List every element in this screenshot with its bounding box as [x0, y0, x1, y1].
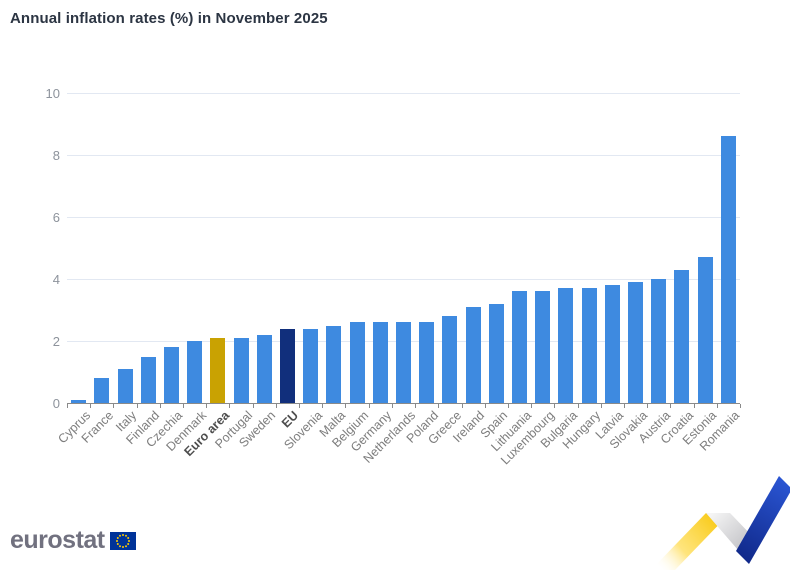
x-axis-tick	[252, 404, 254, 408]
bar-lithuania[interactable]	[512, 291, 528, 403]
bar-finland[interactable]	[140, 356, 156, 403]
bar-greece[interactable]	[442, 316, 458, 403]
x-axis-tick	[275, 404, 277, 408]
bar-portugal[interactable]	[233, 337, 249, 403]
bar-italy[interactable]	[117, 368, 133, 403]
x-axis-tick	[183, 404, 185, 408]
gridline	[67, 279, 740, 280]
trend-ribbon-graphic	[643, 460, 790, 578]
bar-belgium[interactable]	[349, 322, 365, 403]
x-axis-tick	[322, 404, 324, 408]
x-axis-tick	[577, 404, 579, 408]
bar-slovakia[interactable]	[628, 282, 644, 403]
x-axis-tick	[554, 404, 556, 408]
bar-croatia[interactable]	[674, 269, 690, 403]
x-axis-tick	[670, 404, 672, 408]
x-axis-tick	[600, 404, 602, 408]
x-axis-tick	[159, 404, 161, 408]
x-axis-tick	[67, 404, 68, 408]
bar-germany[interactable]	[372, 322, 388, 403]
bar-eu[interactable]	[279, 328, 295, 403]
x-axis-tick	[716, 404, 718, 408]
bar-euro-area[interactable]	[210, 337, 226, 403]
x-axis-tick	[438, 404, 440, 408]
bar-estonia[interactable]	[697, 257, 713, 403]
y-axis-tick-label: 2	[52, 334, 60, 349]
gridline	[67, 217, 740, 218]
eu-flag-icon	[109, 531, 136, 550]
bar-denmark[interactable]	[187, 341, 203, 403]
bar-romania[interactable]	[720, 136, 736, 403]
x-axis-tick	[368, 404, 370, 408]
bar-ireland[interactable]	[465, 306, 481, 403]
bar-france[interactable]	[94, 378, 110, 403]
x-axis-line	[67, 403, 740, 404]
eurostat-logo-text: eurostat	[10, 526, 105, 554]
x-axis-tick	[647, 404, 649, 408]
x-axis-tick	[484, 404, 486, 408]
bar-luxembourg[interactable]	[535, 291, 551, 403]
eurostat-logo[interactable]: eurostat	[10, 528, 136, 553]
chart-title: Annual inflation rates (%) in November 2…	[10, 10, 328, 27]
x-axis-tick	[206, 404, 208, 408]
bar-spain[interactable]	[488, 303, 504, 403]
x-axis-tick	[507, 404, 509, 408]
x-axis-tick	[531, 404, 533, 408]
x-axis-tick	[229, 404, 231, 408]
bar-czechia[interactable]	[163, 347, 179, 403]
bar-poland[interactable]	[419, 322, 435, 403]
x-axis-tick	[461, 404, 463, 408]
bar-cyprus[interactable]	[71, 399, 87, 403]
x-axis-tick	[623, 404, 625, 408]
y-axis-tick-label: 0	[52, 396, 60, 411]
y-axis-tick-label: 10	[45, 86, 60, 101]
bar-bulgaria[interactable]	[558, 288, 574, 403]
x-axis-tick	[136, 404, 138, 408]
bar-latvia[interactable]	[604, 285, 620, 403]
y-axis-tick-label: 6	[52, 210, 60, 225]
y-axis-tick-label: 4	[52, 272, 60, 287]
x-axis-tick	[90, 404, 92, 408]
gridline	[67, 93, 740, 94]
gridline	[67, 155, 740, 156]
bar-netherlands[interactable]	[396, 322, 411, 403]
x-axis-tick	[113, 404, 115, 408]
x-axis-tick	[299, 404, 301, 408]
x-axis-tick	[391, 404, 393, 408]
x-axis-tick	[740, 404, 741, 408]
bar-malta[interactable]	[326, 325, 342, 403]
y-axis-tick-label: 8	[52, 148, 60, 163]
x-axis-tick	[693, 404, 695, 408]
x-axis-tick	[345, 404, 347, 408]
bar-austria[interactable]	[651, 279, 667, 403]
x-axis-tick	[415, 404, 417, 408]
bar-hungary[interactable]	[581, 288, 597, 403]
bar-sweden[interactable]	[256, 334, 272, 403]
bar-slovenia[interactable]	[303, 328, 319, 403]
